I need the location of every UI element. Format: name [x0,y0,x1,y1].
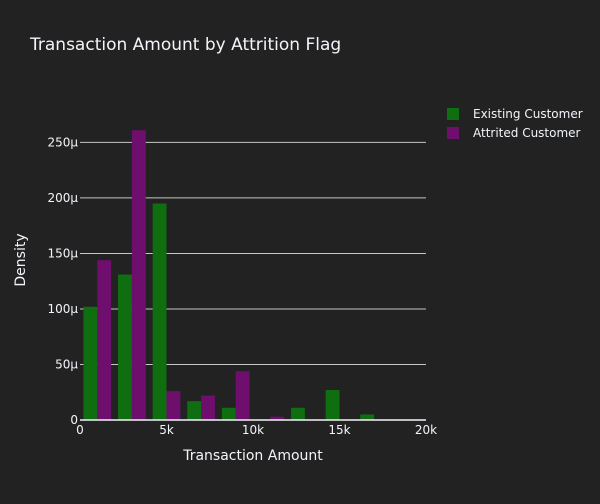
bar [201,395,215,420]
legend-swatch [447,127,459,139]
bar [187,401,202,420]
x-tick-label: 10k [242,423,264,437]
y-tick-label: 0 [70,413,78,427]
y-tick-label: 100μ [47,302,78,316]
legend-swatch [447,108,459,120]
bar [235,371,250,420]
bar [118,274,132,420]
bar [325,390,340,420]
x-tick-label: 15k [328,423,350,437]
x-tick-label: 0 [76,423,84,437]
bar [97,260,112,420]
bar [131,130,146,420]
bar [221,407,236,420]
y-axis-title: Density [13,233,29,286]
legend-label: Existing Customer [473,107,583,121]
y-tick-label: 200μ [47,191,78,205]
bar [360,414,375,420]
x-axis-ticks: 0 5k 10k 15k 20k [76,423,437,437]
legend-label: Attrited Customer [473,126,581,140]
y-tick-label: 50μ [55,357,78,371]
bar [270,416,285,420]
bar [291,407,305,420]
bar [166,391,181,420]
legend: Existing Customer Attrited Customer [447,107,583,140]
y-tick-label: 150μ [47,246,78,260]
x-tick-label: 5k [159,423,174,437]
chart-title: Transaction Amount by Attrition Flag [29,35,341,55]
y-tick-label: 250μ [47,135,78,149]
bar [152,203,167,420]
x-axis-title: Transaction Amount [182,448,323,464]
y-axis-ticks: 0 50μ 100μ 150μ 200μ 250μ [47,135,78,427]
x-tick-label: 20k [415,423,437,437]
bars [83,130,375,420]
bar [83,306,98,420]
